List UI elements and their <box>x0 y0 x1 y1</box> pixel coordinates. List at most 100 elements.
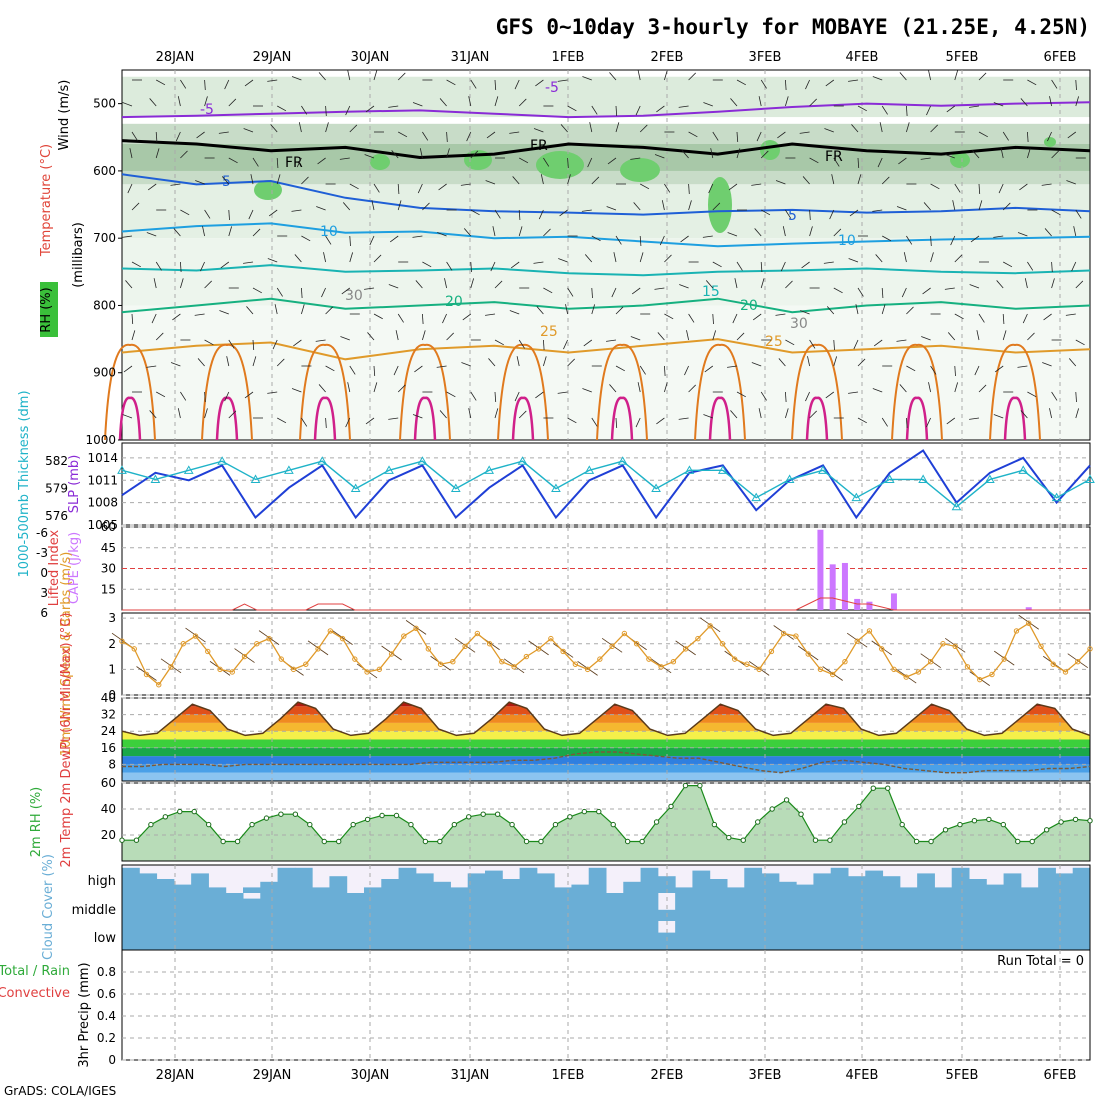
wind-barb <box>325 417 327 429</box>
cloud-bar <box>744 921 763 950</box>
cloud-bar <box>208 887 227 893</box>
wind-point <box>450 658 456 665</box>
wind-point <box>977 676 983 683</box>
wind-barb <box>654 154 665 159</box>
wind-barb <box>639 124 648 133</box>
temp-band <box>122 739 1090 748</box>
wind-point <box>437 661 444 667</box>
rh-point <box>205 821 212 828</box>
wind-barb <box>969 671 990 686</box>
wind-barb <box>978 200 983 211</box>
wind-barb <box>221 176 230 185</box>
cloud-bar <box>536 893 555 921</box>
wind-barb <box>583 339 593 347</box>
wind-barb <box>705 280 714 289</box>
contour-label: 25 <box>540 324 558 340</box>
wind-point <box>499 658 505 665</box>
slp-tick: 1014 <box>87 451 118 465</box>
wind-point <box>719 641 726 647</box>
wind-point <box>805 651 811 657</box>
wind-barb <box>373 313 383 320</box>
wind-barb <box>398 131 408 138</box>
wind-barb <box>591 304 596 315</box>
rh-point <box>971 818 978 824</box>
rh-high-blob <box>370 154 390 170</box>
cloud-bar <box>675 893 693 921</box>
thickness-marker <box>250 474 261 483</box>
footer-credit: GrADS: COLA/IGES <box>4 1084 116 1098</box>
rh-point <box>899 821 905 828</box>
temp-tick: 24 <box>101 724 116 738</box>
thickness-marker <box>918 474 928 483</box>
panel-frame <box>121 69 1091 441</box>
thickness-marker <box>484 465 495 474</box>
wind-barb <box>252 287 262 294</box>
panel-frame <box>121 612 1091 696</box>
wind-barb <box>825 391 835 399</box>
cloud-bar <box>917 873 935 893</box>
wind-barb <box>809 157 819 164</box>
temp-band <box>122 714 1090 723</box>
wind-barb <box>947 332 956 341</box>
wind-barb <box>728 183 738 191</box>
wind-barb <box>650 658 672 674</box>
wind-barb <box>397 183 400 195</box>
thickness-marker <box>651 483 661 493</box>
rh-point <box>119 837 125 843</box>
wind-barb <box>615 306 624 315</box>
wind-point <box>143 671 150 678</box>
wind-barb <box>422 330 426 341</box>
wind-point <box>878 646 885 652</box>
rh-shading <box>122 144 1090 171</box>
wind-barb <box>930 124 938 133</box>
wind-barb <box>536 306 544 315</box>
wind-barb <box>1051 79 1058 89</box>
cloud-bar <box>450 893 469 921</box>
wind-barb <box>760 261 763 273</box>
wind-barb <box>172 313 181 321</box>
cloud-bar <box>675 887 693 893</box>
cloud-bar <box>917 921 935 950</box>
wind-barb <box>978 384 987 393</box>
wind-point <box>1050 661 1056 667</box>
rh-point <box>668 803 674 810</box>
cloud-bar <box>225 893 244 921</box>
wind-point <box>156 682 162 688</box>
isotherm-line <box>121 173 1091 216</box>
cloud-bar <box>398 921 417 950</box>
wind-barb <box>173 228 181 237</box>
wind-barb <box>899 72 907 81</box>
wind-barb <box>615 235 622 245</box>
cloud-bar <box>294 893 313 921</box>
wind-barb <box>325 306 333 315</box>
wind-barb <box>895 668 917 684</box>
cloud-bar <box>450 887 469 893</box>
wind-point <box>658 664 664 670</box>
cloud-bar <box>191 873 209 893</box>
wind-barb <box>224 391 230 402</box>
rh-point <box>234 838 241 845</box>
wind-barb <box>439 98 447 107</box>
wind-point <box>352 656 358 662</box>
wind-barb <box>397 200 402 211</box>
wind-point <box>928 658 934 665</box>
temp-line <box>121 701 1091 737</box>
wind-barb <box>822 666 843 681</box>
thickness-marker <box>884 474 895 483</box>
wind-barb <box>317 157 326 165</box>
cloud-bar <box>294 921 313 950</box>
wind-point <box>217 666 223 673</box>
warm-loop <box>989 343 1041 441</box>
cloud-bar <box>433 893 451 921</box>
wind-barb <box>775 313 786 316</box>
wind-barb <box>833 228 842 237</box>
hot-loop <box>118 396 142 441</box>
wind-barb <box>801 261 810 269</box>
cloud-bar <box>1055 893 1074 921</box>
wind-point <box>952 643 958 650</box>
contour-label: 10 <box>320 224 338 240</box>
cloud-bar <box>156 879 175 893</box>
wind-barb <box>606 206 617 211</box>
wind-point <box>1026 620 1032 626</box>
